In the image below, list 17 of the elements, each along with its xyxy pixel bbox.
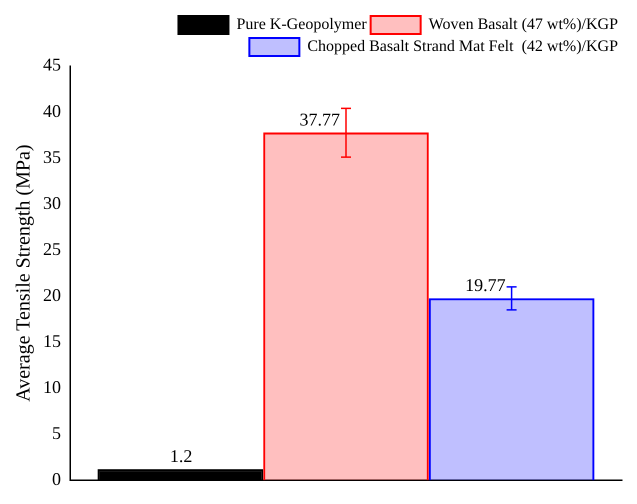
y-axis-title: Average Tensile Strength (MPa) bbox=[12, 144, 34, 402]
data-label: 1.2 bbox=[170, 446, 192, 466]
y-tick-label: 35 bbox=[43, 146, 61, 167]
data-label: 37.77 bbox=[300, 109, 340, 130]
y-tick-label: 45 bbox=[43, 54, 61, 75]
y-tick-label: 0 bbox=[52, 468, 61, 489]
y-tick-label: 40 bbox=[43, 100, 61, 121]
legend-label: Pure K-Geopolymer bbox=[236, 16, 368, 34]
y-tick-label: 15 bbox=[43, 330, 61, 351]
data-label: 19.77 bbox=[465, 274, 506, 295]
y-tick-label: 25 bbox=[43, 238, 61, 259]
legend-label: Chopped Basalt Strand Mat Felt (42 wt%)/KGP bbox=[307, 38, 618, 56]
y-tick-label: 20 bbox=[43, 284, 61, 305]
y-tick-label: 30 bbox=[43, 192, 61, 213]
y-tick-label: 10 bbox=[43, 376, 61, 397]
legend-label: Woven Basalt (47 wt%)/KGP bbox=[428, 16, 618, 34]
y-tick-label: 5 bbox=[52, 422, 61, 443]
